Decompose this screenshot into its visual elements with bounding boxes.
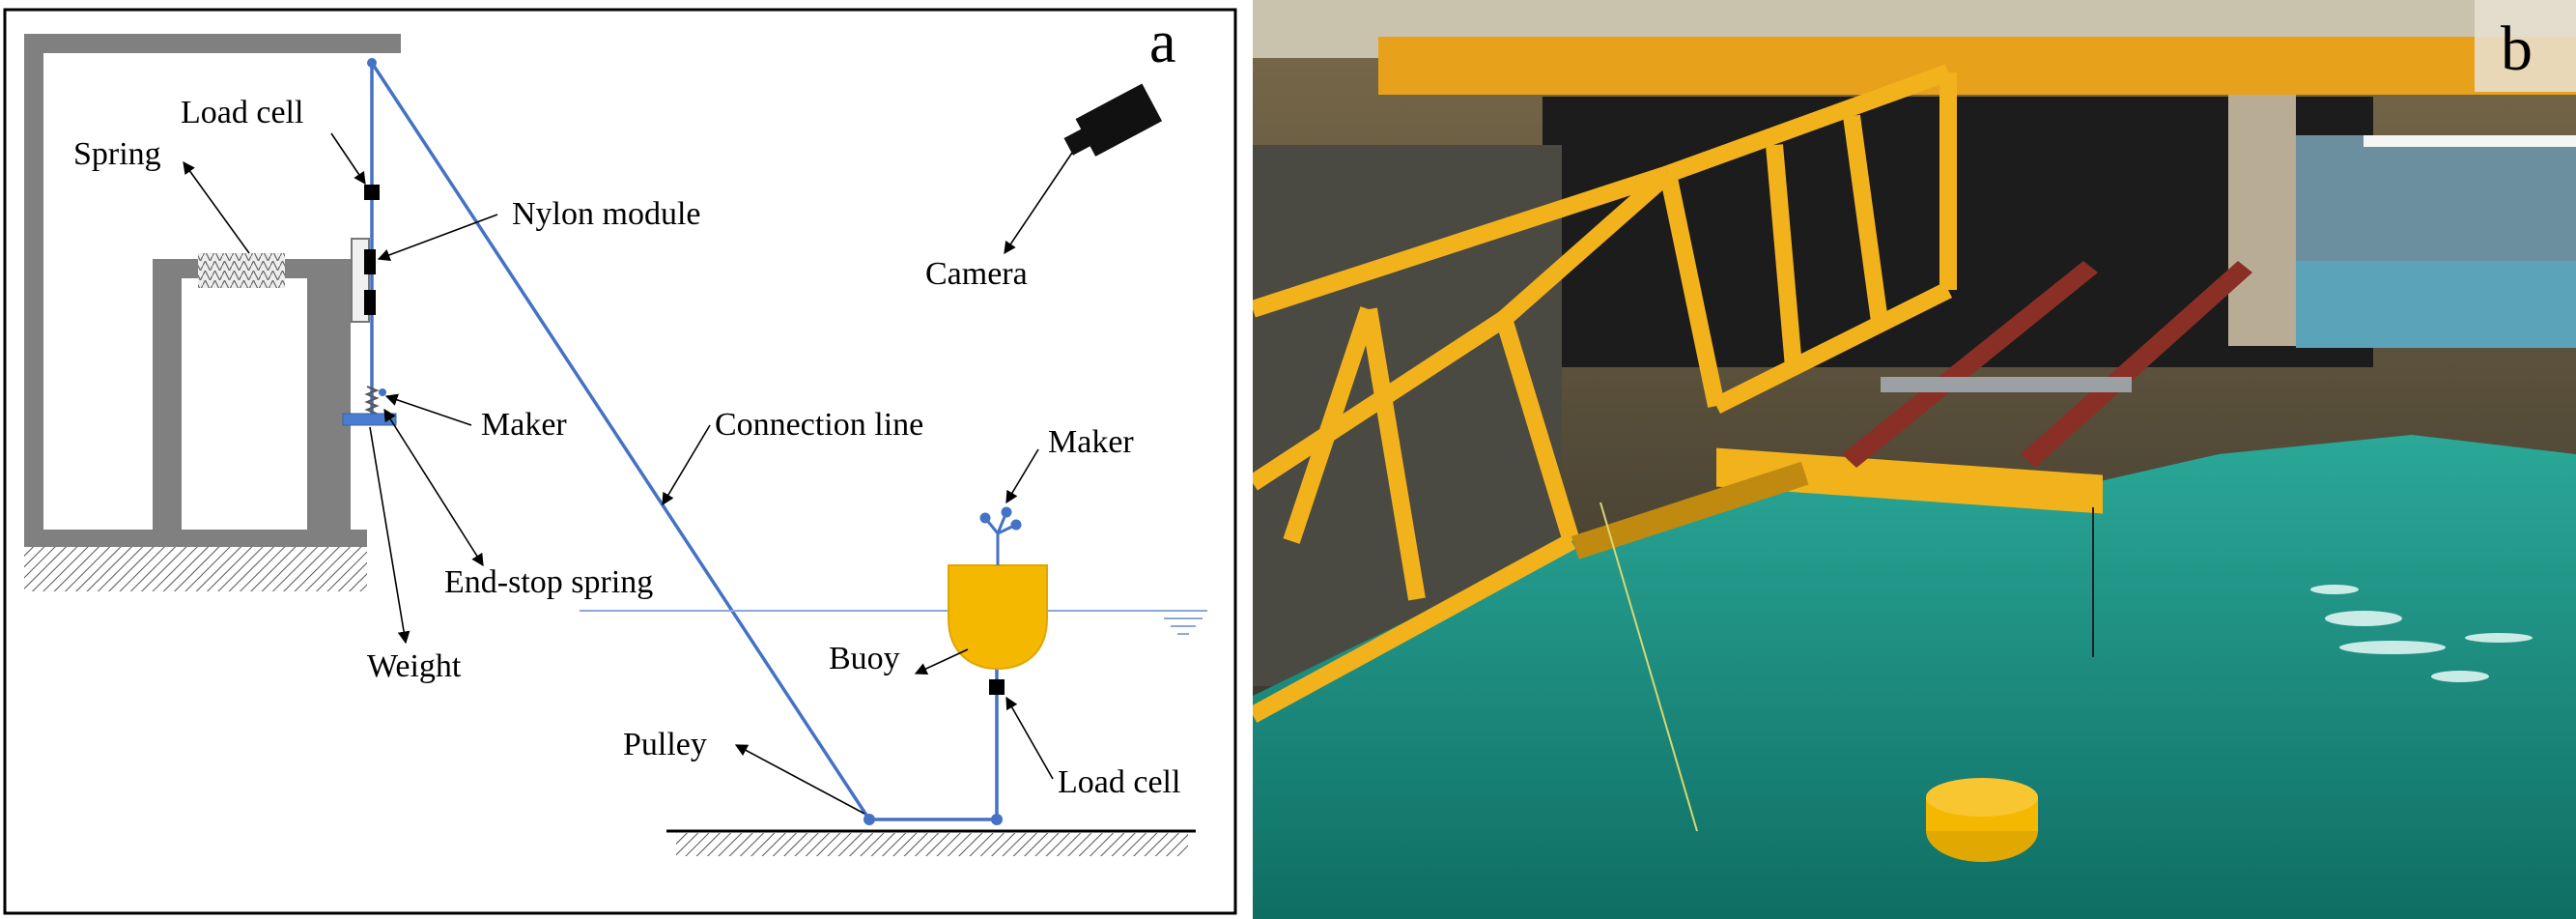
frame-crossbar: [1716, 447, 2103, 514]
label-buoy: Buoy: [829, 641, 900, 676]
mooring-line-photo: [1599, 502, 1698, 832]
arrow-maker-right: [1005, 448, 1039, 504]
end-stop-spring-icon: [364, 386, 380, 415]
frame-bottom-beam: [1571, 461, 1809, 560]
buoy-icon: [948, 564, 1048, 671]
ground-hatch-left: [24, 547, 367, 591]
ceiling-light: [2364, 135, 2576, 147]
photo-panel: b: [1253, 0, 2576, 919]
schematic-panel: a: [3, 8, 1237, 915]
back-tank-water: [2296, 261, 2576, 348]
arrow-buoy: [914, 648, 969, 675]
panel-letter-b: b: [2501, 14, 2533, 84]
spring-icon: [198, 253, 285, 288]
grey-rail: [1881, 377, 2132, 392]
label-pulley: Pulley: [623, 727, 707, 762]
buoy-photo: [1926, 778, 2038, 862]
camera-icon: [1063, 83, 1163, 157]
load-cell-top-icon: [364, 185, 380, 200]
label-weight: Weight: [367, 648, 462, 684]
pulley-icon: [863, 814, 875, 825]
side-pillar: [2228, 95, 2296, 346]
truss-frame: [1253, 64, 1957, 723]
arrow-nylon-module: [377, 214, 498, 261]
label-spring: Spring: [73, 136, 161, 172]
load-cell-bottom-icon: [989, 679, 1005, 695]
label-load-cell-bottom: Load cell: [1058, 764, 1180, 800]
label-nylon-module: Nylon module: [512, 196, 700, 232]
water-reflections: [2310, 585, 2533, 682]
arrow-spring: [183, 160, 250, 254]
arrow-connection-line: [662, 424, 711, 506]
overhead-gantry: [1378, 37, 2576, 95]
arrow-load-cell-bottom: [1005, 696, 1054, 780]
label-connection-line: Connection line: [715, 407, 923, 443]
maker-left-icon: [379, 388, 386, 396]
arrow-pulley: [734, 744, 865, 815]
panel-a-border: [3, 8, 1237, 915]
panel-letter-a: a: [1149, 10, 1176, 75]
water-level-symbol: [1164, 617, 1203, 635]
label-load-cell-top: Load cell: [181, 95, 303, 130]
label-camera: Camera: [925, 256, 1028, 292]
label-maker-left: Maker: [481, 407, 567, 443]
red-beams: [1842, 261, 2252, 468]
arrow-end-stop-spring: [383, 408, 484, 567]
label-maker-right: Maker: [1048, 424, 1134, 460]
connection-line: [370, 62, 871, 820]
maker-right-icon: [979, 506, 1022, 565]
seabed-hatch: [676, 833, 1188, 856]
arrow-weight: [369, 426, 410, 645]
letter-bg: [2475, 0, 2576, 92]
arrow-load-cell-top: [330, 132, 366, 186]
label-end-stop-spring: End-stop spring: [444, 564, 653, 600]
arrow-camera: [1004, 152, 1073, 255]
nylon-module-icon: [351, 238, 376, 323]
